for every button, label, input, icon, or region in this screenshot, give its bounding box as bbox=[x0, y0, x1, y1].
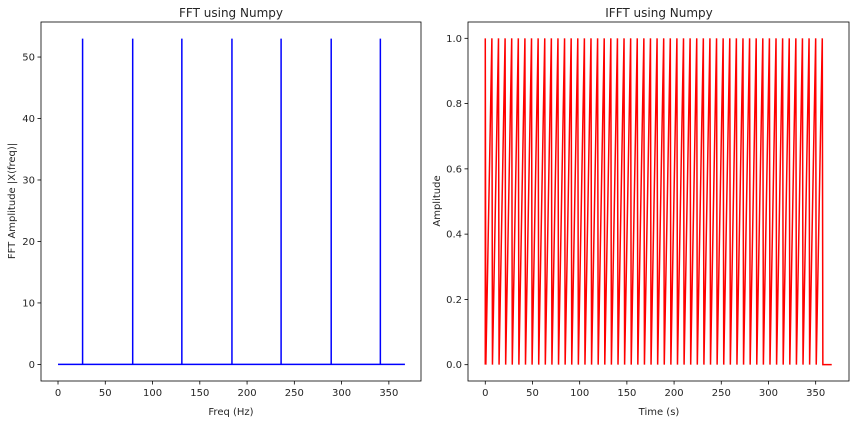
fft-y-tick-label: 50 bbox=[22, 53, 35, 64]
ifft-x-tick-label: 350 bbox=[806, 388, 825, 399]
fft-y-tick-label: 20 bbox=[22, 237, 35, 248]
ifft-y-ticks: 0.0 0.2 0.4 0.6 0.8 1.0 bbox=[446, 34, 468, 371]
ifft-signal-line bbox=[484, 38, 832, 366]
ifft-x-tick-label: 100 bbox=[570, 388, 589, 399]
ifft-y-tick-label: 0.8 bbox=[446, 99, 462, 110]
fft-x-tick-label: 200 bbox=[238, 388, 257, 399]
ifft-x-ticks: 0 50 100 150 200 250 300 350 bbox=[482, 381, 825, 399]
ifft-y-tick-label: 0.2 bbox=[446, 295, 462, 306]
fft-y-tick-label: 10 bbox=[22, 298, 35, 309]
fft-x-tick-label: 50 bbox=[99, 388, 112, 399]
fft-chart-title: FFT using Numpy bbox=[179, 6, 283, 20]
fft-plot-area bbox=[58, 38, 405, 366]
fft-x-tick-label: 350 bbox=[379, 388, 398, 399]
ifft-x-tick-label: 150 bbox=[617, 388, 636, 399]
ifft-y-tick-label: 1.0 bbox=[446, 34, 462, 45]
fft-x-tick-label: 0 bbox=[55, 388, 61, 399]
ifft-x-tick-label: 250 bbox=[712, 388, 731, 399]
fft-x-tick-label: 250 bbox=[285, 388, 304, 399]
ifft-plot-area bbox=[484, 38, 832, 366]
fft-x-axis-label: Freq (Hz) bbox=[208, 407, 253, 418]
fft-axes-frame bbox=[40, 21, 422, 382]
ifft-chart: IFFT using Numpy 0 50 100 150 200 250 300 350 0… bbox=[432, 6, 850, 418]
fft-y-ticks: 0 10 20 30 40 50 bbox=[22, 53, 41, 371]
ifft-x-tick-label: 200 bbox=[665, 388, 684, 399]
ifft-x-tick-label: 50 bbox=[526, 388, 539, 399]
ifft-x-tick-label: 300 bbox=[759, 388, 778, 399]
fft-x-tick-label: 100 bbox=[143, 388, 162, 399]
ifft-chart-title: IFFT using Numpy bbox=[605, 6, 713, 20]
ifft-y-tick-label: 0.0 bbox=[446, 360, 462, 371]
ifft-x-axis-label: Time (s) bbox=[638, 407, 680, 418]
fft-y-tick-label: 30 bbox=[22, 175, 35, 186]
fft-x-tick-label: 150 bbox=[190, 388, 209, 399]
ifft-axes-frame bbox=[467, 21, 850, 382]
ifft-y-tick-label: 0.4 bbox=[446, 230, 462, 241]
ifft-y-axis-label: Amplitude bbox=[432, 175, 443, 226]
fft-y-tick-label: 40 bbox=[22, 114, 35, 125]
fft-x-ticks: 0 50 100 150 200 250 300 350 bbox=[55, 381, 398, 399]
fft-chart: FFT using Numpy 0 50 100 150 200 250 300 350 0 1… bbox=[7, 6, 422, 418]
ifft-y-tick-label: 0.6 bbox=[446, 164, 462, 175]
fft-y-axis-label: FFT Amplitude |X(freq)| bbox=[7, 143, 18, 259]
fft-y-tick-label: 0 bbox=[29, 360, 35, 371]
fft-x-tick-label: 300 bbox=[332, 388, 351, 399]
ifft-x-tick-label: 0 bbox=[482, 388, 488, 399]
